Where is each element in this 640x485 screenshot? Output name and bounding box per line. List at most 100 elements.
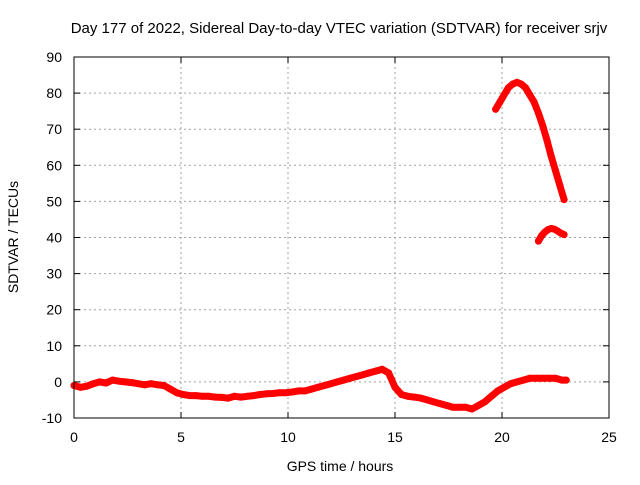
x-tick-label: 10: [280, 429, 296, 445]
data-point-main: [442, 401, 450, 409]
data-point-main: [385, 369, 393, 377]
data-point-late-upper: [539, 122, 547, 130]
data-point-main: [320, 382, 328, 389]
data-point-main: [378, 365, 386, 373]
data-point-main: [211, 393, 219, 401]
y-tick-label: 0: [54, 374, 62, 390]
data-point-late-upper: [492, 105, 500, 113]
data-point-main: [423, 396, 431, 404]
data-point-main: [391, 383, 399, 391]
x-axis-title: GPS time / hours: [287, 458, 394, 474]
data-point-main: [410, 393, 418, 401]
data-point-main: [436, 400, 444, 408]
data-point-main: [507, 380, 515, 388]
data-point-late-upper: [500, 91, 508, 99]
data-point-main: [308, 385, 315, 393]
data-point-late-upper: [547, 152, 555, 160]
y-tick-label: 30: [46, 266, 62, 282]
data-point-main: [500, 383, 508, 391]
data-point-main: [462, 403, 470, 411]
data-point-main: [359, 371, 367, 379]
data-point-main: [301, 387, 309, 395]
data-point-main: [198, 392, 206, 400]
data-point-late-upper: [552, 167, 559, 175]
data-point-late-upper: [522, 84, 529, 92]
data-point-main: [282, 389, 290, 397]
data-point-main: [134, 380, 142, 388]
data-point-main: [243, 392, 251, 400]
data-point-main: [397, 391, 405, 398]
y-tick-label: 10: [46, 338, 62, 354]
data-point-main: [346, 374, 354, 382]
data-point-main: [102, 379, 110, 387]
data-point-late-upper: [560, 196, 568, 204]
data-point-late-lower: [534, 237, 542, 245]
x-tick-label: 5: [177, 429, 185, 445]
data-point-main: [83, 382, 91, 390]
data-point-main: [532, 374, 540, 382]
data-point-main: [205, 392, 213, 400]
data-point-main: [333, 378, 341, 386]
data-point-main: [128, 379, 136, 387]
data-point-main: [173, 389, 181, 397]
data-point-main: [519, 376, 527, 384]
data-point-main: [539, 374, 547, 382]
y-tick-label: 50: [46, 193, 62, 209]
data-point-main: [186, 392, 194, 400]
data-point-main: [513, 378, 521, 386]
grid-layer: [74, 57, 609, 418]
data-point-main: [224, 394, 232, 402]
data-point-main: [417, 394, 425, 402]
data-point-main: [166, 385, 174, 393]
data-point-main: [147, 380, 155, 388]
data-point-main: [494, 387, 502, 395]
data-point-late-upper: [543, 136, 551, 144]
data-point-main: [562, 376, 570, 384]
data-point-main: [141, 381, 149, 389]
data-point-main: [160, 382, 168, 389]
data-point-main: [455, 403, 463, 411]
data-point-main: [475, 401, 482, 409]
data-point-main: [256, 391, 264, 398]
data-point-main: [96, 378, 104, 386]
chart-title: Day 177 of 2022, Sidereal Day-to-day VTE…: [71, 20, 608, 37]
data-point-late-upper: [530, 98, 538, 106]
x-tick-label: 0: [70, 429, 78, 445]
data-point-late-lower: [560, 231, 568, 239]
tick-layer: 0 5 10 15 20 25 -10 0 10 20 30 40 50 60 70 80 90: [42, 49, 617, 445]
y-tick-label: -10: [42, 410, 62, 426]
data-point-main: [365, 369, 373, 377]
data-point-late-upper: [534, 109, 542, 117]
data-point-main: [295, 387, 303, 395]
data-point-main: [552, 374, 559, 382]
data-point-main: [275, 389, 283, 397]
data-point-main: [526, 374, 534, 382]
data-point-main: [76, 383, 84, 391]
data-point-main: [263, 390, 271, 398]
y-tick-label: 80: [46, 85, 62, 101]
y-tick-label: 40: [46, 230, 62, 246]
data-point-main: [192, 392, 200, 400]
data-point-main: [372, 367, 380, 375]
data-point-late-upper: [526, 91, 534, 99]
data-point-main: [231, 392, 238, 400]
data-point-main: [121, 378, 129, 386]
data-point-main: [89, 380, 97, 388]
data-point-main: [545, 374, 553, 382]
data-point-main: [430, 398, 437, 406]
x-tick-label: 20: [494, 429, 510, 445]
data-point-main: [353, 373, 360, 380]
data-point-main: [468, 405, 476, 413]
y-tick-label: 70: [46, 121, 62, 137]
data-point-main: [218, 393, 226, 401]
data-point-main: [327, 380, 335, 388]
data-point-main: [314, 383, 322, 391]
data-layer: [70, 78, 570, 413]
x-tick-label: 25: [601, 429, 617, 445]
data-point-main: [237, 393, 245, 401]
data-point-main: [288, 388, 296, 396]
data-point-main: [269, 390, 277, 397]
data-point-main: [487, 392, 495, 400]
